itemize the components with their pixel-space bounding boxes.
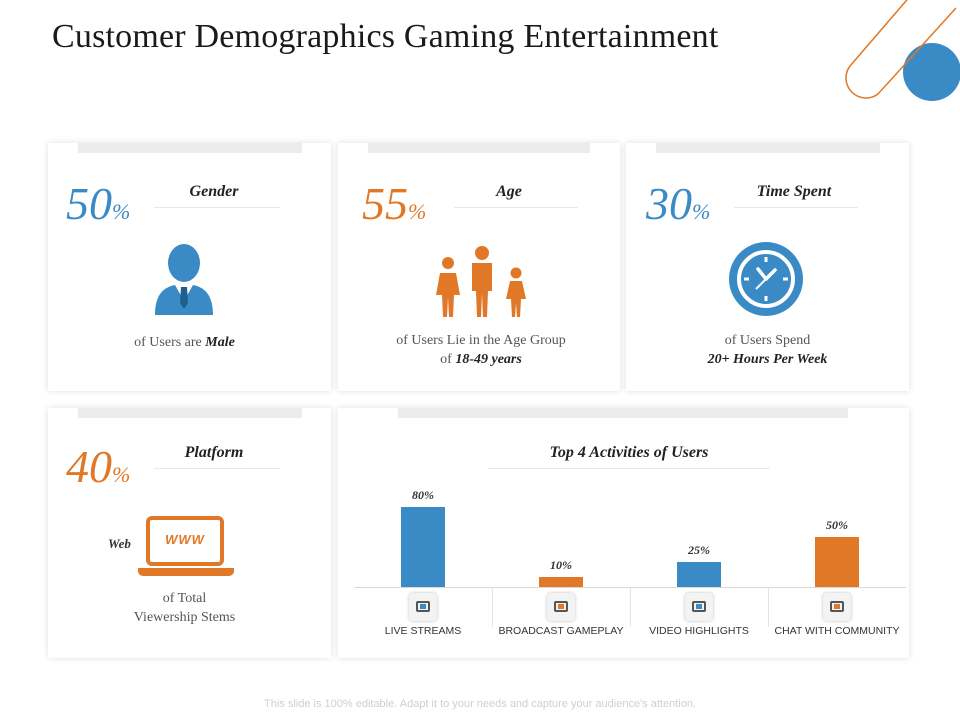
bar-chart: 80% LIVE STREAMS 10% BROADCAST GAMEPLAY 25% V… <box>338 408 909 658</box>
category-label: VIDEO HIGHLIGHTS <box>649 625 749 637</box>
gender-card: 50% Gender of Users are Male <box>48 143 331 391</box>
footer-note: This slide is 100% editable. Adapt it to… <box>264 698 696 710</box>
category-separator <box>492 587 493 627</box>
satellite-dish-icon <box>547 593 575 621</box>
clock-icon <box>729 242 803 316</box>
page-title: Customer Demographics Gaming Entertainme… <box>52 18 719 55</box>
video-camera-icon <box>685 593 713 621</box>
bar-value-label: 50% <box>826 518 848 532</box>
bar-broadcast-gameplay <box>539 577 583 587</box>
age-description: of Users Lie in the Age Group of 18-49 y… <box>396 333 566 367</box>
decorative-circles <box>845 0 960 101</box>
category-label: LIVE STREAMS <box>384 625 462 637</box>
platform-description: of Total Viewership Stems <box>133 591 236 625</box>
category-label: CHAT WITH COMMUNITY <box>774 625 900 637</box>
time-percent: 30% <box>646 178 711 229</box>
time-heading: Time Spent <box>756 183 832 200</box>
age-heading: Age <box>496 183 522 200</box>
gender-percent: 50% <box>66 178 131 229</box>
laptop-www-icon: WWW <box>138 516 234 578</box>
bar-chat-with-community <box>815 537 859 587</box>
platform-heading: Platform <box>184 444 244 461</box>
chat-users-icon <box>823 593 851 621</box>
bar-live-streams <box>401 507 445 587</box>
category-separator <box>768 587 769 627</box>
platform-card: 40% Platform Web WWW of Total Viewership… <box>48 408 331 658</box>
clapperboard-icon <box>409 593 437 621</box>
time-spent-card: 30% Time Spent of Users Spend 20+ Hours … <box>626 143 909 391</box>
age-card: 55% Age of Users Lie in the Age Group of… <box>338 143 620 391</box>
family-icon <box>436 246 526 317</box>
time-description: of Users Spend 20+ Hours Per Week <box>707 333 828 367</box>
bar-value-label: 10% <box>550 558 572 572</box>
age-percent: 55% <box>362 178 427 229</box>
bar-video-highlights <box>677 562 721 587</box>
male-user-icon <box>155 244 213 315</box>
gender-description: of Users are Male <box>134 335 235 350</box>
gender-heading: Gender <box>189 183 239 200</box>
activities-chart-card: Top 4 Activities of Users 80% LIVE STREAM… <box>338 408 909 658</box>
bar-value-label: 25% <box>688 543 710 557</box>
bar-value-label: 80% <box>412 488 434 502</box>
web-label: Web <box>108 536 131 551</box>
category-separator <box>630 587 631 627</box>
chart-title: Top 4 Activities of Users <box>549 444 709 461</box>
platform-percent: 40% <box>66 441 131 492</box>
category-label: BROADCAST GAMEPLAY <box>498 625 624 637</box>
